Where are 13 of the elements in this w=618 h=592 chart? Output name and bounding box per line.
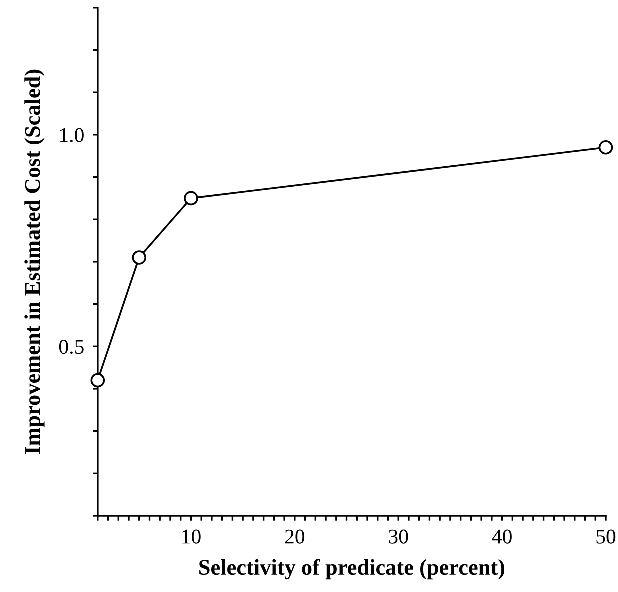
y-axis-title: Improvement in Estimated Cost (Scaled) [24, 70, 45, 454]
point [90, 373, 106, 388]
x-axis-title: Selectivity of predicate (percent) [200, 559, 505, 580]
point [184, 191, 198, 206]
x-tick-label: 50 [596, 530, 616, 544]
x-tick-label: 10 [182, 530, 201, 544]
x-tick-label: 30 [389, 530, 408, 544]
point [598, 140, 614, 155]
y-tick-label: 1.0 [60, 128, 84, 142]
y-tick-label: 0.5 [59, 340, 84, 354]
x-tick-label: 40 [492, 530, 512, 544]
x-tick-label: 20 [285, 530, 305, 544]
point [132, 250, 147, 265]
